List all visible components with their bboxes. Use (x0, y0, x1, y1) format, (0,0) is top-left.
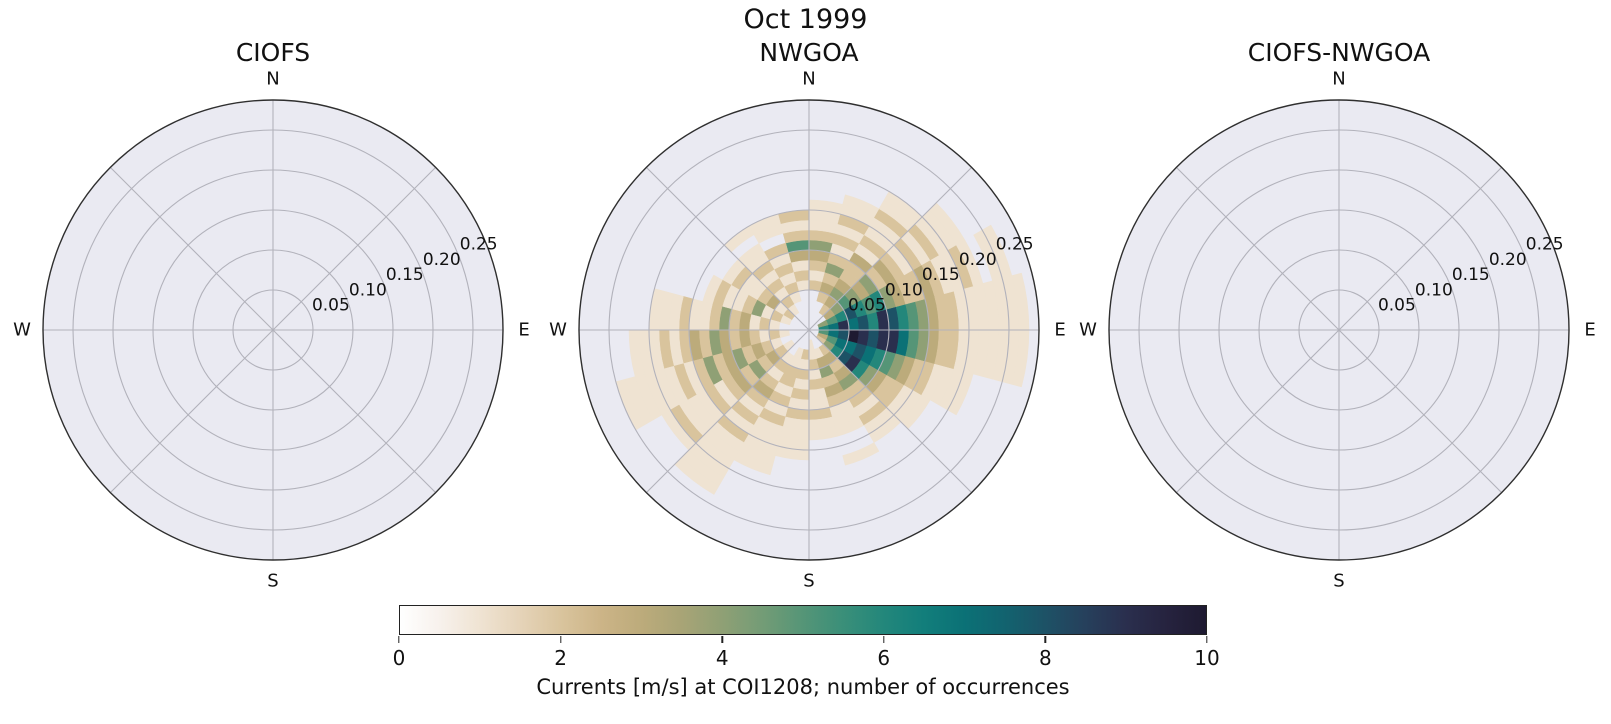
compass-label-s: S (803, 571, 814, 591)
r-tick-label: 0.05 (312, 296, 350, 316)
angular-gridline (272, 166, 437, 331)
polar-axes: 0.050.100.150.200.25 N E S W (549, 69, 1066, 592)
r-tick-label: 0.25 (460, 234, 498, 254)
r-tick-label: 0.20 (959, 250, 997, 270)
colorbar-label: Currents [m/s] at COI1208; number of occ… (536, 675, 1070, 699)
compass-label-n: N (802, 70, 815, 90)
colorbar-tick-label: 10 (1194, 646, 1220, 670)
compass-label-s: S (267, 571, 278, 591)
colorbar-tick (1044, 636, 1047, 643)
compass-labels: N E S W (13, 69, 530, 592)
polar-spine (578, 99, 1040, 561)
compass-labels: N E S W (549, 69, 1066, 592)
colorbar-tick (1206, 636, 1208, 643)
angular-gridline (1175, 329, 1340, 494)
colorbar-gradient (399, 605, 1207, 635)
r-tick-label: 0.15 (386, 265, 424, 285)
rose-cell (733, 450, 774, 476)
r-tick-label: 0.05 (1378, 296, 1416, 316)
angular-gridline (645, 329, 810, 494)
compass-label-n: N (1332, 70, 1345, 90)
polar-spine (1108, 99, 1570, 561)
angular-gridline (1338, 166, 1503, 331)
r-tick-label: 0.25 (996, 234, 1034, 254)
angular-gridline (808, 329, 973, 494)
compass-label-w: W (549, 320, 567, 341)
rose-cell (674, 456, 720, 495)
polar-spine (42, 99, 504, 561)
figure-title: Oct 1999 (743, 4, 868, 35)
subplot-title-ciofs: CIOFS (235, 38, 311, 67)
polar-plot-ciofs-nwgoa: 0.05 0.10 0.15 0.20 0.25 N E S W (1079, 69, 1599, 592)
rose-cell (856, 329, 870, 346)
rose-cell (808, 269, 825, 283)
r-tick-label: 0.15 (922, 265, 960, 285)
r-tick-label: 0.10 (1415, 280, 1453, 300)
r-tick-label: 0.20 (1489, 250, 1527, 270)
angular-gridline (808, 166, 973, 331)
radial-tick-labels: 0.050.100.150.200.25 (1378, 234, 1564, 315)
polar-grid (43, 100, 503, 560)
polar-axes: 0.050.100.150.200.25 N E S W (13, 69, 530, 592)
compass-label-n: N (266, 70, 279, 90)
polar-axes: 0.050.100.150.200.25 N E S W (1079, 69, 1596, 592)
r-tick-label: 0.20 (423, 250, 461, 270)
colorbar-tick (721, 636, 723, 643)
angular-gridline (1175, 166, 1340, 331)
polar-plot-nwgoa: 0.05 0.10 0.15 0.20 0.25 N E S W (549, 69, 1069, 592)
compass-labels: N E S W (1079, 69, 1596, 592)
r-tick-label: 0.25 (1526, 234, 1564, 254)
polar-plot-ciofs: 0.05 0.10 0.15 0.20 0.25 N E S W (13, 69, 533, 592)
polar-grid (579, 100, 1039, 560)
r-tick-label: 0.05 (848, 296, 886, 316)
r-tick-label: 0.15 (1452, 265, 1490, 285)
colorbar-tick-label: 8 (1039, 646, 1052, 670)
compass-label-e: E (1584, 320, 1595, 341)
colorbar-tick-label: 0 (392, 646, 406, 670)
radial-tick-labels: 0.050.100.150.200.25 (848, 234, 1034, 315)
angular-gridline (1338, 329, 1503, 494)
compass-label-w: W (13, 320, 31, 341)
colorbar-tick (883, 636, 885, 643)
compass-label-e: E (1054, 320, 1065, 341)
radial-tick-labels: 0.050.100.150.200.25 (312, 234, 498, 315)
polar-grid (1109, 100, 1569, 560)
compass-label-s: S (1333, 571, 1344, 591)
angular-gridline (645, 166, 810, 331)
compass-label-w: W (1079, 320, 1097, 341)
r-tick-label: 0.10 (885, 280, 923, 300)
angular-gridline (109, 166, 274, 331)
rose-cell (793, 377, 810, 391)
subplot-title-nwgoa: NWGOA (759, 38, 859, 67)
compass-label-e: E (518, 320, 529, 341)
colorbar-tick (559, 636, 562, 643)
r-tick-label: 0.10 (349, 280, 387, 300)
angular-gridline (272, 329, 437, 494)
colorbar-tick-label: 2 (554, 646, 567, 670)
rose-cell (748, 314, 762, 331)
angular-gridline (109, 329, 274, 494)
colorbar-tick-label: 6 (877, 646, 891, 670)
colorbar-tick-label: 4 (715, 646, 729, 670)
colorbar: 0 2 4 6 8 10 Currents [m/s] at COI1208; numbe… (393, 605, 1220, 715)
subplot-title-ciofs-nwgoa: CIOFS-NWGOA (1247, 38, 1431, 67)
colorbar-tick (398, 636, 400, 643)
